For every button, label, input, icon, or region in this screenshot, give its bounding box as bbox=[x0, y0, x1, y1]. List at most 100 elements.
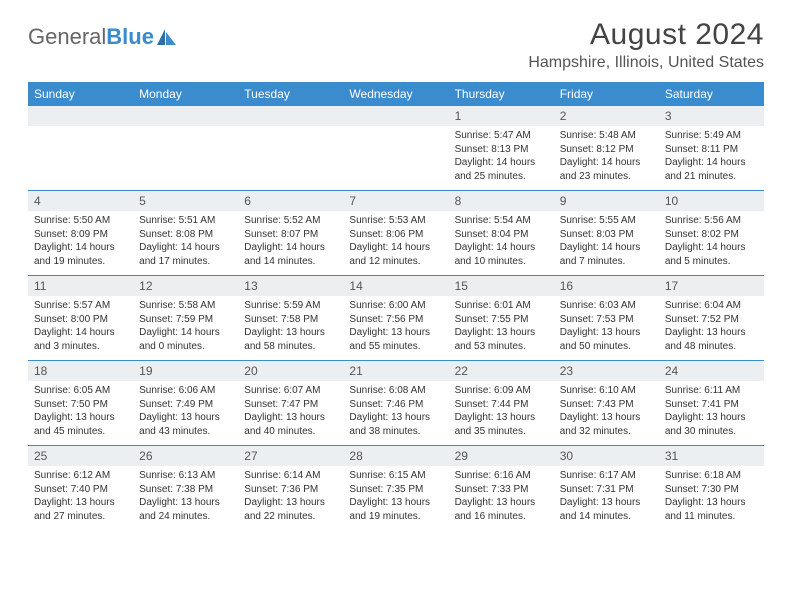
day-number: 14 bbox=[343, 276, 448, 296]
daylight-text: Daylight: 14 hours and 3 minutes. bbox=[34, 326, 127, 353]
sunrise-text: Sunrise: 6:15 AM bbox=[349, 469, 442, 483]
sunset-text: Sunset: 7:40 PM bbox=[34, 483, 127, 497]
calendar-day: 31Sunrise: 6:18 AMSunset: 7:30 PMDayligh… bbox=[659, 446, 764, 530]
day-number: 4 bbox=[28, 191, 133, 211]
day-details: Sunrise: 5:55 AMSunset: 8:03 PMDaylight:… bbox=[554, 211, 659, 274]
sunrise-text: Sunrise: 6:14 AM bbox=[244, 469, 337, 483]
sunset-text: Sunset: 7:35 PM bbox=[349, 483, 442, 497]
day-details: Sunrise: 6:03 AMSunset: 7:53 PMDaylight:… bbox=[554, 296, 659, 359]
daylight-text: Daylight: 13 hours and 19 minutes. bbox=[349, 496, 442, 523]
day-number: 26 bbox=[133, 446, 238, 466]
calendar-day: 22Sunrise: 6:09 AMSunset: 7:44 PMDayligh… bbox=[449, 361, 554, 445]
calendar-day: 15Sunrise: 6:01 AMSunset: 7:55 PMDayligh… bbox=[449, 276, 554, 360]
sunset-text: Sunset: 8:13 PM bbox=[455, 143, 548, 157]
day-number: 15 bbox=[449, 276, 554, 296]
calendar-week: 1Sunrise: 5:47 AMSunset: 8:13 PMDaylight… bbox=[28, 106, 764, 190]
sunrise-text: Sunrise: 5:57 AM bbox=[34, 299, 127, 313]
calendar-page: GeneralBlue August 2024 Hampshire, Illin… bbox=[0, 0, 792, 530]
day-details: Sunrise: 6:14 AMSunset: 7:36 PMDaylight:… bbox=[238, 466, 343, 529]
sunset-text: Sunset: 7:38 PM bbox=[139, 483, 232, 497]
weeks-container: 1Sunrise: 5:47 AMSunset: 8:13 PMDaylight… bbox=[28, 106, 764, 530]
sunset-text: Sunset: 8:00 PM bbox=[34, 313, 127, 327]
calendar-day: 4Sunrise: 5:50 AMSunset: 8:09 PMDaylight… bbox=[28, 191, 133, 275]
daylight-text: Daylight: 13 hours and 24 minutes. bbox=[139, 496, 232, 523]
dow-tuesday: Tuesday bbox=[238, 82, 343, 106]
daylight-text: Daylight: 13 hours and 38 minutes. bbox=[349, 411, 442, 438]
daylight-text: Daylight: 13 hours and 40 minutes. bbox=[244, 411, 337, 438]
calendar-day: 1Sunrise: 5:47 AMSunset: 8:13 PMDaylight… bbox=[449, 106, 554, 190]
calendar-day bbox=[343, 106, 448, 190]
dow-saturday: Saturday bbox=[659, 82, 764, 106]
day-number: 10 bbox=[659, 191, 764, 211]
sunset-text: Sunset: 7:46 PM bbox=[349, 398, 442, 412]
calendar-day: 25Sunrise: 6:12 AMSunset: 7:40 PMDayligh… bbox=[28, 446, 133, 530]
day-number: 9 bbox=[554, 191, 659, 211]
day-number: 7 bbox=[343, 191, 448, 211]
calendar-day: 30Sunrise: 6:17 AMSunset: 7:31 PMDayligh… bbox=[554, 446, 659, 530]
sunset-text: Sunset: 8:04 PM bbox=[455, 228, 548, 242]
sunset-text: Sunset: 7:52 PM bbox=[665, 313, 758, 327]
calendar-day: 16Sunrise: 6:03 AMSunset: 7:53 PMDayligh… bbox=[554, 276, 659, 360]
day-details: Sunrise: 6:15 AMSunset: 7:35 PMDaylight:… bbox=[343, 466, 448, 529]
day-number: 6 bbox=[238, 191, 343, 211]
day-number: 25 bbox=[28, 446, 133, 466]
sunrise-text: Sunrise: 6:12 AM bbox=[34, 469, 127, 483]
sunrise-text: Sunrise: 5:53 AM bbox=[349, 214, 442, 228]
daylight-text: Daylight: 14 hours and 19 minutes. bbox=[34, 241, 127, 268]
sunrise-text: Sunrise: 6:16 AM bbox=[455, 469, 548, 483]
daylight-text: Daylight: 13 hours and 35 minutes. bbox=[455, 411, 548, 438]
day-number: 13 bbox=[238, 276, 343, 296]
calendar-week: 11Sunrise: 5:57 AMSunset: 8:00 PMDayligh… bbox=[28, 275, 764, 360]
sunrise-text: Sunrise: 5:48 AM bbox=[560, 129, 653, 143]
day-number: 5 bbox=[133, 191, 238, 211]
sunset-text: Sunset: 8:07 PM bbox=[244, 228, 337, 242]
day-number: 24 bbox=[659, 361, 764, 381]
day-number: 27 bbox=[238, 446, 343, 466]
daylight-text: Daylight: 13 hours and 14 minutes. bbox=[560, 496, 653, 523]
day-details: Sunrise: 6:18 AMSunset: 7:30 PMDaylight:… bbox=[659, 466, 764, 529]
day-details: Sunrise: 6:09 AMSunset: 7:44 PMDaylight:… bbox=[449, 381, 554, 444]
sunrise-text: Sunrise: 5:47 AM bbox=[455, 129, 548, 143]
daylight-text: Daylight: 13 hours and 53 minutes. bbox=[455, 326, 548, 353]
day-number bbox=[343, 106, 448, 126]
day-details: Sunrise: 6:01 AMSunset: 7:55 PMDaylight:… bbox=[449, 296, 554, 359]
sunset-text: Sunset: 7:55 PM bbox=[455, 313, 548, 327]
sunrise-text: Sunrise: 6:05 AM bbox=[34, 384, 127, 398]
day-details: Sunrise: 6:04 AMSunset: 7:52 PMDaylight:… bbox=[659, 296, 764, 359]
day-number: 23 bbox=[554, 361, 659, 381]
day-number: 11 bbox=[28, 276, 133, 296]
daylight-text: Daylight: 14 hours and 14 minutes. bbox=[244, 241, 337, 268]
day-details: Sunrise: 5:59 AMSunset: 7:58 PMDaylight:… bbox=[238, 296, 343, 359]
day-number: 18 bbox=[28, 361, 133, 381]
dow-thursday: Thursday bbox=[449, 82, 554, 106]
calendar-day: 8Sunrise: 5:54 AMSunset: 8:04 PMDaylight… bbox=[449, 191, 554, 275]
day-number: 16 bbox=[554, 276, 659, 296]
sunrise-text: Sunrise: 6:18 AM bbox=[665, 469, 758, 483]
day-details: Sunrise: 5:50 AMSunset: 8:09 PMDaylight:… bbox=[28, 211, 133, 274]
day-details: Sunrise: 6:07 AMSunset: 7:47 PMDaylight:… bbox=[238, 381, 343, 444]
day-number bbox=[28, 106, 133, 126]
day-number: 19 bbox=[133, 361, 238, 381]
sunset-text: Sunset: 7:49 PM bbox=[139, 398, 232, 412]
daylight-text: Daylight: 13 hours and 16 minutes. bbox=[455, 496, 548, 523]
day-details: Sunrise: 5:47 AMSunset: 8:13 PMDaylight:… bbox=[449, 126, 554, 189]
sunset-text: Sunset: 7:33 PM bbox=[455, 483, 548, 497]
calendar-day: 5Sunrise: 5:51 AMSunset: 8:08 PMDaylight… bbox=[133, 191, 238, 275]
day-number: 31 bbox=[659, 446, 764, 466]
dow-wednesday: Wednesday bbox=[343, 82, 448, 106]
sunset-text: Sunset: 8:12 PM bbox=[560, 143, 653, 157]
day-number: 21 bbox=[343, 361, 448, 381]
day-details: Sunrise: 6:16 AMSunset: 7:33 PMDaylight:… bbox=[449, 466, 554, 529]
day-details: Sunrise: 6:08 AMSunset: 7:46 PMDaylight:… bbox=[343, 381, 448, 444]
daylight-text: Daylight: 14 hours and 10 minutes. bbox=[455, 241, 548, 268]
title-block: August 2024 Hampshire, Illinois, United … bbox=[528, 18, 764, 72]
calendar-day: 24Sunrise: 6:11 AMSunset: 7:41 PMDayligh… bbox=[659, 361, 764, 445]
calendar-grid: Sunday Monday Tuesday Wednesday Thursday… bbox=[28, 82, 764, 530]
sunrise-text: Sunrise: 5:51 AM bbox=[139, 214, 232, 228]
sunset-text: Sunset: 8:08 PM bbox=[139, 228, 232, 242]
sunrise-text: Sunrise: 5:58 AM bbox=[139, 299, 232, 313]
daylight-text: Daylight: 13 hours and 30 minutes. bbox=[665, 411, 758, 438]
sunset-text: Sunset: 7:47 PM bbox=[244, 398, 337, 412]
daylight-text: Daylight: 14 hours and 12 minutes. bbox=[349, 241, 442, 268]
sunrise-text: Sunrise: 6:03 AM bbox=[560, 299, 653, 313]
